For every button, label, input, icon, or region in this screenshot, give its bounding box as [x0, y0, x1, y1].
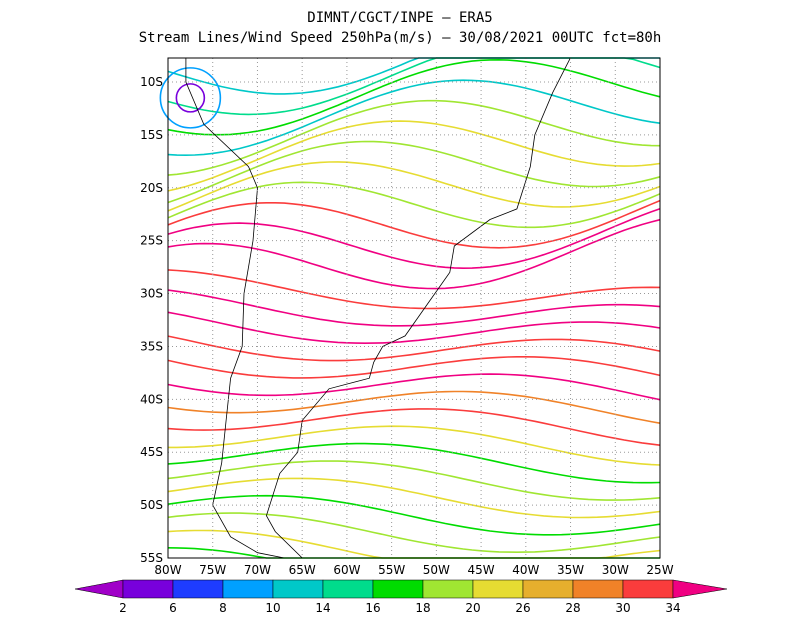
colorbar-label: 34: [665, 601, 680, 615]
streamline: [159, 67, 222, 129]
streamline: [167, 58, 661, 136]
colorbar: 2 6 8 10 14 16 18 20 26 28 30 34: [74, 579, 728, 615]
colorbar-end: [74, 579, 124, 599]
map-frame: [167, 57, 661, 559]
lat-tick-label: 55S: [140, 551, 163, 565]
lat-tick-label: 50S: [140, 498, 163, 512]
lon-tick-label: 70W: [244, 563, 271, 577]
lon-tick-label: 25W: [646, 563, 673, 577]
lon-tick-label: 45W: [468, 563, 495, 577]
colorbar-box: [322, 579, 374, 599]
colorbar-label: 26: [515, 601, 530, 615]
lon-tick-label: 50W: [423, 563, 450, 577]
streamline: [167, 373, 661, 401]
streamline: [175, 83, 206, 113]
streamline: [167, 311, 661, 345]
colorbar-label: 30: [615, 601, 630, 615]
lon-tick-label: 55W: [378, 563, 405, 577]
streamline: [167, 99, 661, 176]
colorbar-box: [472, 579, 524, 599]
title-line: DIMNT/CGCT/INPE — ERA5: [307, 10, 492, 26]
streamline: [167, 442, 661, 484]
colorbar-box: [622, 579, 674, 599]
lat-tick-label: 30S: [140, 287, 163, 301]
streamline: [167, 390, 661, 424]
streamline: [167, 512, 661, 554]
streamline: [167, 79, 661, 157]
colorbar-label: 28: [565, 601, 580, 615]
streamline: [167, 140, 661, 204]
lon-tick-label: 35W: [557, 563, 584, 577]
lat-tick-label: 20S: [140, 181, 163, 195]
streamline: [167, 356, 661, 379]
map-area: [159, 57, 661, 559]
colorbar-label: 20: [465, 601, 480, 615]
colorbar-label: 10: [265, 601, 280, 615]
lat-tick-label: 45S: [140, 445, 163, 459]
colorbar-label: 2: [119, 601, 127, 615]
streamline: [167, 547, 660, 559]
lat-tick-label: 35S: [140, 339, 163, 353]
coastline: [185, 57, 571, 559]
colorbar-end: [672, 579, 728, 599]
lon-tick-label: 40W: [512, 563, 539, 577]
streamline: [167, 477, 661, 519]
colorbar-box: [422, 579, 474, 599]
streamline: [167, 494, 661, 536]
lon-tick-label: 30W: [602, 563, 629, 577]
colorbar-label: 6: [169, 601, 177, 615]
colorbar-label: 18: [415, 601, 430, 615]
lon-tick-label: 65W: [289, 563, 316, 577]
colorbar-box: [222, 579, 274, 599]
lon-tick-label: 80W: [154, 563, 181, 577]
colorbar-box: [572, 579, 624, 599]
lat-tick-label: 10S: [140, 75, 163, 89]
streamline: [167, 161, 661, 212]
lat-tick-label: 15S: [140, 128, 163, 142]
streamline: [167, 207, 661, 270]
colorbar-box: [372, 579, 424, 599]
streamline: [167, 199, 661, 249]
colorbar-label: 14: [315, 601, 330, 615]
colorbar-box: [522, 579, 574, 599]
lat-tick-label: 40S: [140, 392, 163, 406]
colorbar-label: 8: [219, 601, 227, 615]
colorbar-label: 16: [365, 601, 380, 615]
streamline: [167, 460, 661, 501]
streamline: [167, 408, 661, 446]
streamline: [167, 181, 661, 229]
title-line: Stream Lines/Wind Speed 250hPa(m/s) — 30…: [139, 30, 662, 46]
colorbar-box: [172, 579, 224, 599]
lat-tick-label: 25S: [140, 234, 163, 248]
streamline: [168, 425, 661, 466]
streamline: [167, 335, 661, 362]
streamline: [167, 269, 661, 310]
lon-tick-label: 75W: [199, 563, 226, 577]
streamline: [167, 120, 661, 192]
colorbar-box: [272, 579, 324, 599]
streamline: [167, 218, 661, 290]
colorbar-box: [122, 579, 174, 599]
lon-tick-label: 60W: [333, 563, 360, 577]
streamline: [167, 289, 661, 327]
